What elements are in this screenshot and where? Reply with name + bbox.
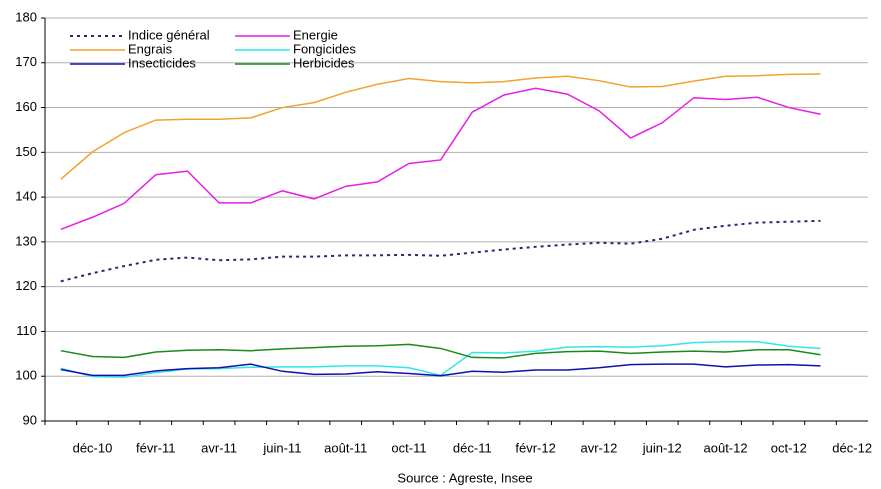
x-tick-label: avr-12 [581, 440, 618, 455]
y-tick-label: 100 [15, 368, 37, 383]
x-tick-label: août-12 [704, 440, 748, 455]
legend-label: Insecticides [128, 55, 196, 70]
y-tick-label: 110 [16, 323, 37, 338]
series-line [60, 343, 821, 359]
legend-label: Fongicides [293, 41, 356, 56]
x-tick-label: avr-11 [201, 440, 237, 455]
x-tick-label: oct-11 [391, 440, 426, 455]
y-tick-label: 180 [15, 9, 37, 24]
x-tick-label: juin-11 [262, 440, 301, 455]
y-tick-label: 90 [23, 412, 37, 427]
x-tick-label: août-11 [324, 440, 367, 455]
x-tick-label: févr-11 [136, 440, 176, 455]
x-tick-label: déc-12 [832, 440, 872, 455]
series-line [60, 340, 821, 378]
y-tick-label: 160 [15, 99, 37, 114]
series-line [60, 363, 821, 377]
y-tick-label: 120 [15, 278, 37, 293]
y-tick-label: 130 [15, 233, 37, 248]
legend-label: Energie [293, 27, 338, 42]
x-tick-label: juin-12 [642, 440, 682, 455]
series-line [60, 87, 821, 231]
source: Source : Agreste, Insee [397, 470, 532, 485]
y-tick-label: 140 [15, 189, 37, 204]
series-line [60, 73, 821, 180]
y-tick-label: 170 [15, 54, 37, 69]
series-line [60, 219, 821, 283]
legend-label: Herbicides [293, 55, 355, 70]
y-tick-label: 150 [15, 144, 37, 159]
x-tick-label: déc-11 [453, 440, 492, 455]
x-tick-label: déc-10 [73, 440, 113, 455]
x-tick-label: oct-12 [771, 440, 807, 455]
x-tick-label: févr-12 [515, 440, 555, 455]
legend-label: Engrais [128, 41, 173, 56]
legend-label: Indice général [128, 27, 210, 42]
